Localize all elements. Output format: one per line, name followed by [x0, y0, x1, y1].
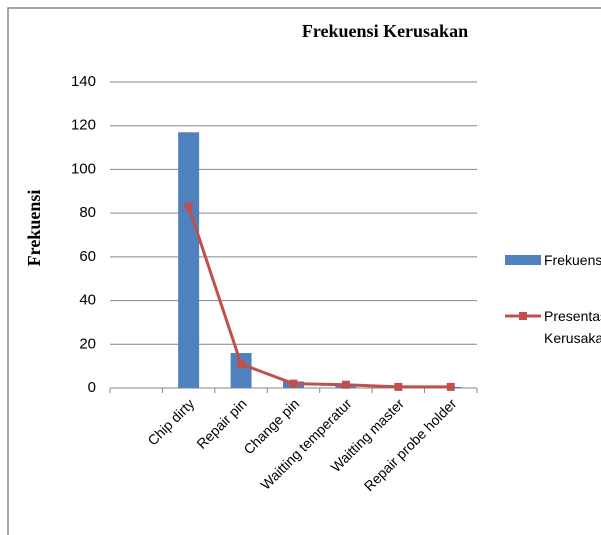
legend-label: Presentase Kerusakan [544, 308, 601, 346]
line [187, 206, 451, 389]
line-marker [289, 379, 298, 388]
line-marker [341, 380, 350, 389]
legend-label-box: Presentase Kerusakan [544, 308, 601, 346]
line-marker [184, 202, 193, 211]
y-tick-label: 60 [79, 248, 96, 265]
legend-swatch [519, 312, 527, 320]
y-tick-label: 140 [71, 73, 96, 90]
y-axis-title: Frekuensi [24, 190, 44, 267]
y-tick-label: 0 [88, 379, 96, 396]
y-tick-label: 80 [79, 204, 96, 221]
legend-swatch [505, 255, 541, 265]
y-tick-label: 100 [71, 160, 96, 177]
line-marker [446, 382, 455, 391]
chart-title: Frekuensi Kerusakan [302, 21, 468, 41]
legend-label-box: Frekuensi [544, 252, 601, 268]
line-marker [237, 359, 246, 368]
line-marker [394, 382, 403, 391]
bar [178, 132, 200, 388]
chart-frame [7, 7, 601, 535]
bar [230, 353, 252, 388]
y-tick-label: 120 [71, 117, 96, 134]
y-tick-label: 20 [79, 335, 96, 352]
y-tick-label: 40 [79, 292, 96, 309]
legend-label: Frekuensi [544, 252, 601, 268]
